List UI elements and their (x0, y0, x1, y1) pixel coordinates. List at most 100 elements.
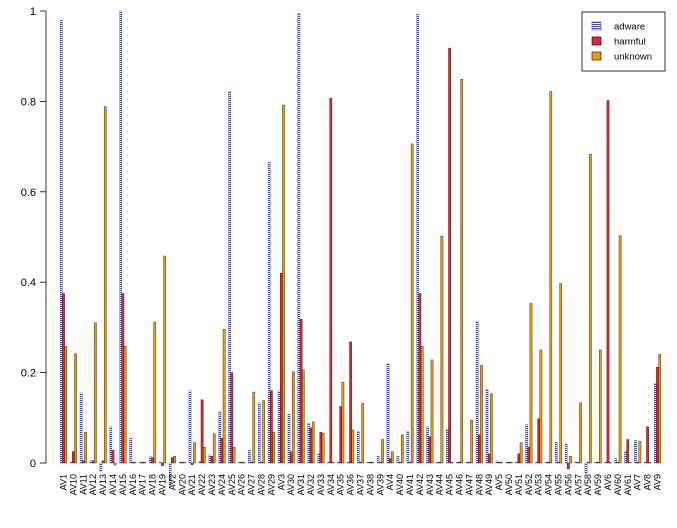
x-tick-label: AV9 (653, 474, 663, 490)
bar-unknown-av10 (74, 353, 77, 464)
x-tick-label: AV47 (464, 474, 474, 495)
x-tick-label: AV54 (544, 474, 554, 495)
bar-harmful-av50 (507, 461, 511, 464)
bar-harmful-av20 (181, 461, 184, 464)
bar-unknown-av38 (371, 461, 374, 464)
bar-unknown-av59 (599, 349, 602, 464)
bar-adware-av57 (574, 461, 578, 464)
bar-unknown-av50 (509, 461, 513, 464)
x-tick-label: AV57 (573, 474, 583, 495)
bar-adware-av5 (495, 460, 499, 464)
bar-harmful-av52 (527, 447, 531, 464)
bar-adware-av17 (139, 461, 142, 464)
legend-swatch-adware (591, 21, 602, 31)
x-tick-label: AV23 (207, 474, 217, 495)
bar-adware-av38 (366, 461, 370, 464)
bar-unknown-av42 (420, 346, 424, 464)
x-tick-label: AV34 (326, 474, 336, 495)
bar-adware-av43 (426, 426, 429, 464)
x-tick-label: AV2 (167, 474, 177, 490)
bar-unknown-av41 (410, 143, 414, 464)
bar-harmful-av21 (190, 462, 194, 465)
bar-unknown-av58 (589, 154, 592, 464)
bar-unknown-av9 (658, 354, 661, 464)
bar-unknown-av20 (183, 461, 186, 464)
bar-unknown-av14 (113, 462, 117, 466)
x-tick-label: AV39 (375, 474, 385, 495)
x-tick-label: AV10 (68, 474, 78, 495)
bar-adware-av55 (555, 442, 558, 464)
bar-unknown-av36 (351, 429, 355, 464)
bar-unknown-av54 (549, 91, 553, 464)
bar-harmful-av47 (468, 461, 471, 464)
bar-harmful-av30 (289, 451, 293, 464)
bar-unknown-av8 (648, 461, 652, 464)
x-tick-label: AV58 (583, 474, 593, 495)
bar-adware-av16 (129, 437, 132, 464)
x-tick-label: AV50 (504, 474, 514, 495)
bar-unknown-av52 (529, 303, 533, 464)
bar-harmful-av45 (448, 47, 451, 464)
bar-adware-av54 (545, 461, 548, 464)
bar-adware-av19 (159, 461, 162, 464)
bar-adware-av44 (436, 461, 439, 464)
x-tick-label: AV17 (138, 474, 148, 495)
bar-unknown-av60 (618, 235, 622, 464)
bar-unknown-av57 (579, 402, 582, 464)
x-tick-label: AV45 (445, 474, 455, 495)
bar-adware-av9 (654, 383, 657, 464)
y-tick-label: 0.4 (21, 277, 36, 289)
x-tick-label: AV25 (227, 474, 237, 495)
bar-adware-av6 (604, 461, 608, 464)
bar-adware-av15 (119, 10, 122, 464)
x-tick-label: AV37 (356, 474, 366, 495)
x-tick-label: AV55 (554, 474, 564, 495)
bar-harmful-av4 (388, 458, 392, 464)
bar-unknown-av13 (104, 106, 107, 464)
bar-unknown-av27 (252, 391, 256, 464)
bar-unknown-av22 (203, 447, 206, 464)
bar-harmful-av11 (82, 460, 85, 464)
bar-unknown-av25 (232, 447, 236, 464)
x-tick-label: AV3 (276, 474, 286, 490)
bar-adware-av41 (406, 431, 410, 464)
bar-harmful-av60 (616, 461, 620, 464)
x-tick-label: AV52 (524, 474, 534, 495)
x-tick-label: AV48 (474, 474, 484, 495)
bar-unknown-av4 (391, 451, 394, 464)
bar-harmful-av46 (458, 461, 461, 464)
bar-unknown-av16 (133, 461, 137, 464)
bar-adware-av52 (525, 424, 528, 464)
bar-harmful-av9 (656, 367, 659, 464)
bar-unknown-av46 (460, 79, 463, 464)
bar-adware-av49 (485, 389, 489, 464)
bar-unknown-av3 (282, 104, 285, 464)
x-tick-label: AV35 (336, 474, 346, 495)
bar-adware-av2 (168, 462, 172, 486)
bar-adware-av31 (297, 13, 301, 464)
bar-adware-av12 (89, 460, 93, 464)
bar-harmful-av18 (151, 457, 154, 464)
bar-harmful-av23 (210, 456, 214, 464)
x-tick-label: AV6 (603, 474, 613, 490)
bar-harmful-av13 (101, 460, 105, 464)
bar-adware-av47 (465, 461, 469, 464)
bar-harmful-av14 (111, 450, 115, 464)
bar-unknown-av2 (173, 456, 176, 464)
bar-adware-av20 (178, 461, 182, 464)
bar-harmful-av19 (161, 462, 164, 466)
bar-adware-av45 (446, 428, 449, 464)
x-tick-label: AV8 (643, 474, 653, 490)
bar-harmful-av29 (270, 390, 273, 464)
x-tick-label: AV36 (346, 474, 356, 495)
x-tick-label: AV12 (88, 474, 98, 495)
bar-adware-av10 (69, 461, 73, 464)
x-tick-label: AV22 (197, 474, 207, 495)
bar-harmful-av41 (408, 461, 412, 464)
bar-unknown-av15 (123, 346, 127, 464)
bar-unknown-av44 (440, 235, 444, 464)
bar-unknown-av49 (490, 393, 493, 464)
bar-unknown-av1 (64, 346, 67, 464)
bar-harmful-av39 (379, 461, 382, 464)
